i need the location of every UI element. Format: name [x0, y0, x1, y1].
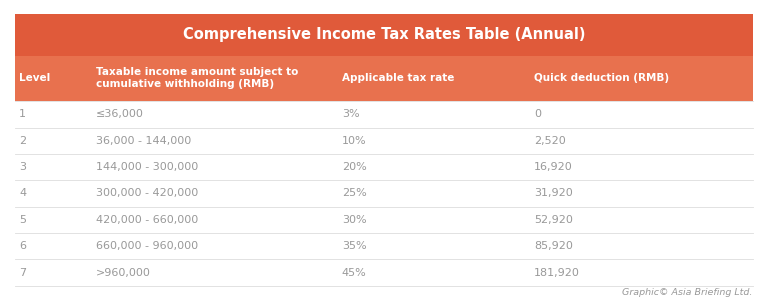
Polygon shape [314, 131, 454, 255]
Text: 3%: 3% [342, 109, 359, 119]
Text: Quick deduction (RMB): Quick deduction (RMB) [534, 74, 669, 83]
Text: Applicable tax rate: Applicable tax rate [342, 74, 454, 83]
Text: 31,920: 31,920 [534, 188, 572, 199]
Text: 181,920: 181,920 [534, 268, 580, 278]
Bar [15, 180, 753, 207]
Text: Graphic© Asia Briefing Ltd.: Graphic© Asia Briefing Ltd. [622, 288, 753, 297]
Text: 5: 5 [19, 215, 26, 225]
Text: 300,000 - 420,000: 300,000 - 420,000 [96, 188, 198, 199]
Text: 0: 0 [534, 109, 541, 119]
Bar [15, 207, 753, 233]
Text: Level: Level [19, 74, 51, 83]
Text: Comprehensive Income Tax Rates Table (Annual): Comprehensive Income Tax Rates Table (An… [183, 27, 585, 42]
Text: 30%: 30% [342, 215, 366, 225]
Bar [15, 128, 753, 154]
Text: 2,520: 2,520 [534, 136, 565, 146]
Bar [15, 14, 753, 56]
Text: 10%: 10% [342, 136, 366, 146]
Bar [15, 56, 753, 101]
Text: 660,000 - 960,000: 660,000 - 960,000 [96, 241, 198, 251]
Bar [15, 101, 753, 128]
Text: 144,000 - 300,000: 144,000 - 300,000 [96, 162, 198, 172]
Text: 6: 6 [19, 241, 26, 251]
Text: 420,000 - 660,000: 420,000 - 660,000 [96, 215, 198, 225]
Text: 36,000 - 144,000: 36,000 - 144,000 [96, 136, 191, 146]
Text: 20%: 20% [342, 162, 366, 172]
Text: 52,920: 52,920 [534, 215, 573, 225]
Text: 7: 7 [19, 268, 26, 278]
Bar [15, 154, 753, 180]
Text: 4: 4 [19, 188, 26, 199]
Text: 85,920: 85,920 [534, 241, 573, 251]
Text: 1: 1 [19, 109, 26, 119]
Text: 45%: 45% [342, 268, 366, 278]
Text: 2: 2 [19, 136, 26, 146]
Bar [15, 259, 753, 286]
Polygon shape [259, 104, 509, 269]
Text: 16,920: 16,920 [534, 162, 572, 172]
Text: >960,000: >960,000 [96, 268, 151, 278]
Text: 25%: 25% [342, 188, 366, 199]
Text: 35%: 35% [342, 241, 366, 251]
Text: 3: 3 [19, 162, 26, 172]
Bar [15, 233, 753, 259]
Text: Taxable income amount subject to
cumulative withholding (RMB): Taxable income amount subject to cumulat… [96, 67, 299, 89]
Text: ≤36,000: ≤36,000 [96, 109, 144, 119]
